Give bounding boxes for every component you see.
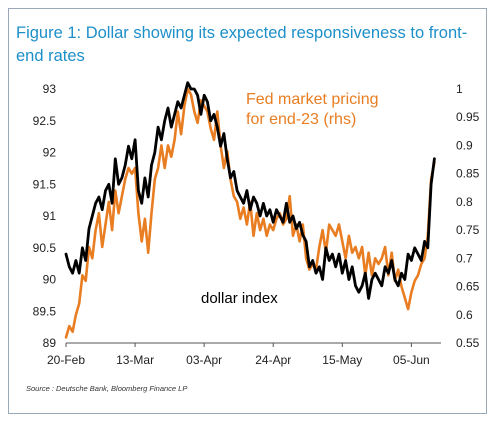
chart-axes: 20-Feb 13-Mar 03-Apr 24-Apr 15-May 05-Jun 89 89… [33,82,480,367]
chart-series [64,81,436,339]
source-note: Source : Deutsche Bank, Bloomberg Financ… [26,384,188,393]
y-right-tick-label: 0.85 [456,167,480,181]
x-tick-label: 20-Feb [47,353,85,367]
y-left-tick-label: 90 [43,273,57,287]
y-right-tick-label: 0.65 [456,280,480,294]
y-left-tick-label: 91 [43,209,57,223]
x-tick-label: 05-Jun [393,353,430,367]
y-left-tick-label: 91.5 [33,177,57,191]
y-right-tick-label: 0.8 [456,195,473,209]
y-right-tick-label: 0.7 [456,251,473,265]
y-right-tick-label: 1 [456,82,463,96]
y-left-tick-label: 92 [43,146,57,160]
y-left-tick-label: 90.5 [33,241,57,255]
y-right-tick-label: 0.55 [456,336,480,350]
y-right-tick-label: 0.95 [456,110,480,124]
y-right-tick-label: 0.9 [456,138,473,152]
x-tick-label: 24-Apr [255,353,291,367]
y-left-tick-label: 89.5 [33,304,57,318]
chart-annotations: Fed market pricing for end-23 (rhs) doll… [201,91,379,307]
x-tick-label: 13-Mar [116,353,154,367]
y-right-tick-label: 0.6 [456,308,473,322]
y-left-tick-label: 92.5 [33,114,57,128]
y-left-tick-label: 89 [43,336,57,350]
x-tick-label: 03-Apr [186,353,222,367]
y-left-tick-label: 93 [43,82,57,96]
figure-frame [8,8,487,414]
figure-title: Figure 1: Dollar showing its expected re… [16,24,468,65]
dollar-index-label: dollar index [201,290,278,307]
dollar-index-line [64,81,436,300]
fed-pricing-label-line1: Fed market pricing [246,91,379,108]
y-right-tick-label: 0.75 [456,223,480,237]
fed-pricing-label-line2: for end-23 (rhs) [246,111,356,128]
x-tick-label: 15-May [322,353,362,367]
